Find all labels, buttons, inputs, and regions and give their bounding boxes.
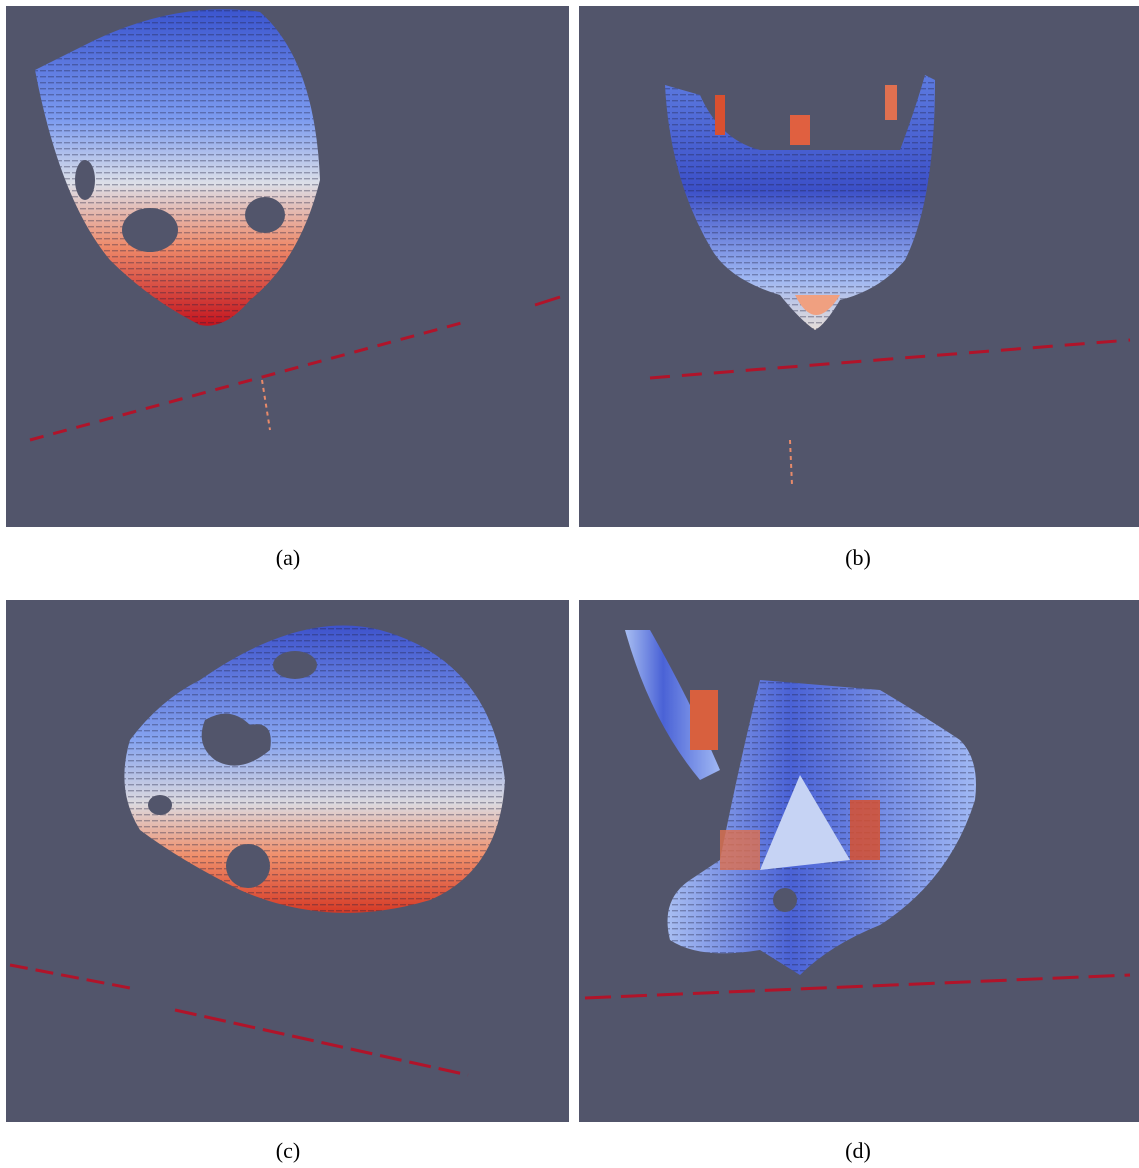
point-cloud bbox=[720, 830, 760, 870]
point-cloud bbox=[715, 95, 725, 135]
hole bbox=[148, 795, 172, 815]
caption: (c) bbox=[276, 1138, 300, 1163]
hole bbox=[122, 208, 178, 252]
hole bbox=[75, 160, 95, 200]
panel-b bbox=[579, 6, 1139, 527]
figure: (a) (b) (c) (d) bbox=[0, 0, 1139, 1168]
panel-c bbox=[6, 600, 569, 1122]
panel-a bbox=[6, 6, 569, 527]
hole bbox=[773, 888, 797, 912]
point-cloud bbox=[885, 85, 897, 120]
hole bbox=[245, 197, 285, 233]
point-cloud bbox=[790, 115, 810, 145]
point-cloud bbox=[690, 690, 718, 750]
hole bbox=[226, 844, 270, 888]
hole bbox=[273, 651, 317, 679]
caption: (a) bbox=[276, 545, 300, 570]
point-cloud bbox=[850, 800, 880, 860]
caption: (b) bbox=[845, 545, 871, 570]
caption: (d) bbox=[845, 1138, 871, 1163]
panel-d bbox=[579, 600, 1139, 1122]
